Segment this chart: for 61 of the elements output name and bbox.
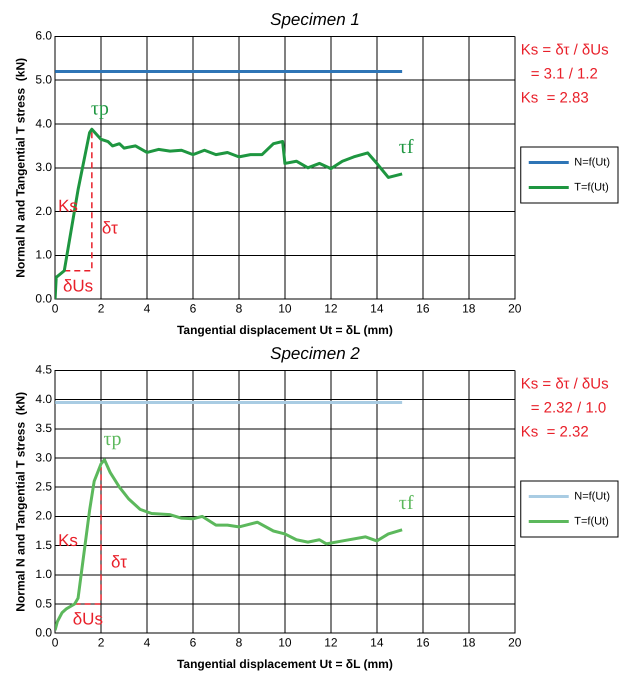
legend-label: T=f(Ut) [574,516,609,528]
y-tick-label: 3.0 [35,160,52,174]
annotation: τp [103,428,122,450]
x-tick-label: 8 [236,636,243,650]
x-axis-title: Tangential displacement Ut = δL (mm) [176,657,393,672]
x-tick-label: 12 [324,302,338,316]
y-tick-label: 0.0 [35,626,52,640]
text: Ks = δτ / δUs [520,376,609,393]
x-tick-label: 18 [462,636,476,650]
y-tick-label: 1.5 [35,538,52,552]
text: Ks = 2.32 [520,424,589,441]
legend-label: N=f(Ut) [574,156,610,169]
x-tick-label: 14 [370,302,384,316]
legend-label: T=f(Ut) [574,182,609,194]
y-tick-label: 3.5 [35,421,52,436]
y-tick-label: 3.0 [35,450,52,464]
y-tick-label: 2.0 [35,204,52,218]
y-axis-title: Normal N and Tangential T stress (kN) [14,392,28,612]
annotation: τf [398,136,414,158]
y-tick-label: 2.0 [35,508,52,523]
y-tick-label: 0.5 [35,596,52,610]
y-tick-label: 5.0 [35,72,52,87]
x-tick-label: 2 [98,636,105,650]
y-axis-title: Normal N and Tangential T stress (kN) [14,58,28,278]
x-tick-label: 18 [462,302,476,316]
y-tick-label: 4.0 [35,116,52,130]
x-tick-label: 16 [416,302,430,316]
chart-title: Specimen 2 [270,344,360,363]
x-tick-label: 10 [278,636,292,650]
y-tick-label: 4.0 [35,392,52,406]
x-axis-title: Tangential displacement Ut = δL (mm) [176,323,393,338]
x-tick-label: 6 [190,636,197,650]
legend-label: N=f(Ut) [574,490,610,503]
annotation: δUs [62,276,94,296]
text: = 2.32 / 1.0 [530,400,606,417]
x-tick-label: 6 [190,302,197,316]
x-tick-label: 4 [144,636,151,650]
x-tick-label: 20 [508,302,522,316]
chart-title: Specimen 1 [270,10,360,29]
y-tick-label: 1.0 [35,248,52,262]
text: Ks = δτ / δUs [520,42,609,59]
annotation: δτ [111,552,128,572]
x-tick-label: 12 [324,636,338,650]
x-tick-label: 8 [236,302,243,316]
x-tick-label: 2 [98,302,105,316]
x-tick-label: 14 [370,636,384,650]
text: = 3.1 / 1.2 [530,66,598,83]
x-tick-label: 0 [52,302,59,316]
y-tick-label: 2.5 [35,480,52,494]
y-tick-label: 4.5 [35,362,52,377]
x-tick-label: 16 [416,636,430,650]
y-tick-label: 6.0 [35,28,52,43]
x-tick-label: 10 [278,302,292,316]
text: Ks = 2.83 [520,90,589,107]
x-tick-label: 0 [52,636,59,650]
y-tick-label: 1.0 [35,567,52,582]
x-tick-label: 4 [144,302,151,316]
x-tick-label: 20 [508,636,522,650]
y-tick-label: 0.0 [35,292,52,306]
annotation: τf [398,492,414,514]
annotation: δτ [102,218,118,238]
